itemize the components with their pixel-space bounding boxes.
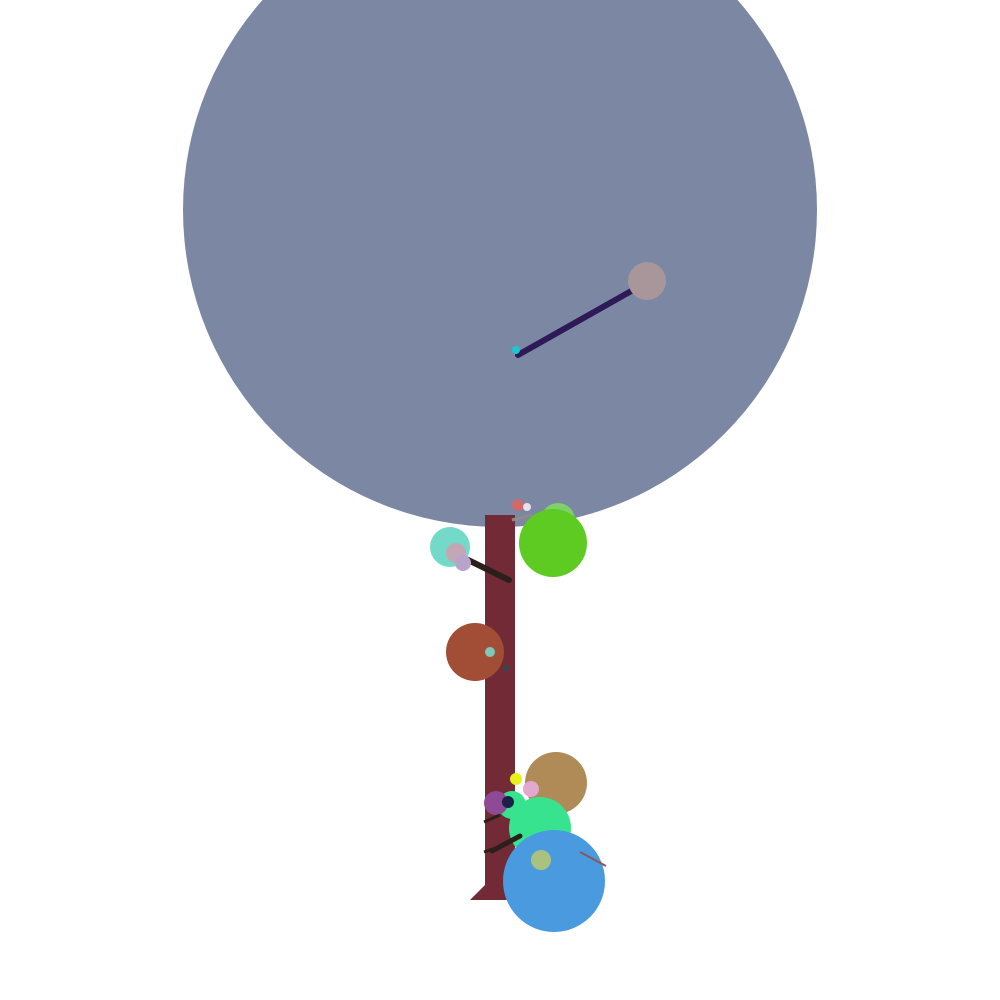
- twig-right-lower: [579, 851, 607, 867]
- small-fruit-teal: [485, 647, 495, 657]
- twig-left-lower-3: [483, 846, 497, 854]
- twig-left-lower-2: [483, 813, 501, 824]
- small-fruit-yellow: [510, 773, 522, 785]
- canopy-circle: [183, 0, 817, 527]
- small-fruit-lilac: [455, 555, 471, 571]
- small-fruit-pale: [523, 503, 531, 511]
- twig-gray: [511, 513, 533, 522]
- small-fruit-sage: [531, 850, 551, 870]
- leaf-ball-rust: [446, 623, 504, 681]
- canopy-bud: [512, 346, 520, 354]
- trunk-base: [470, 885, 485, 900]
- knot-navy: [502, 796, 514, 808]
- small-fruit-pink: [523, 781, 539, 797]
- knot-dark: [503, 665, 509, 671]
- leaf-ball-blue: [503, 830, 605, 932]
- small-fruit-plum: [484, 791, 508, 815]
- canopy-fruit: [628, 262, 666, 300]
- leaf-ball-lime: [519, 509, 587, 577]
- small-fruit-salmon: [512, 499, 524, 511]
- branch-left-lower: [489, 833, 523, 854]
- canopy-branch: [515, 283, 643, 358]
